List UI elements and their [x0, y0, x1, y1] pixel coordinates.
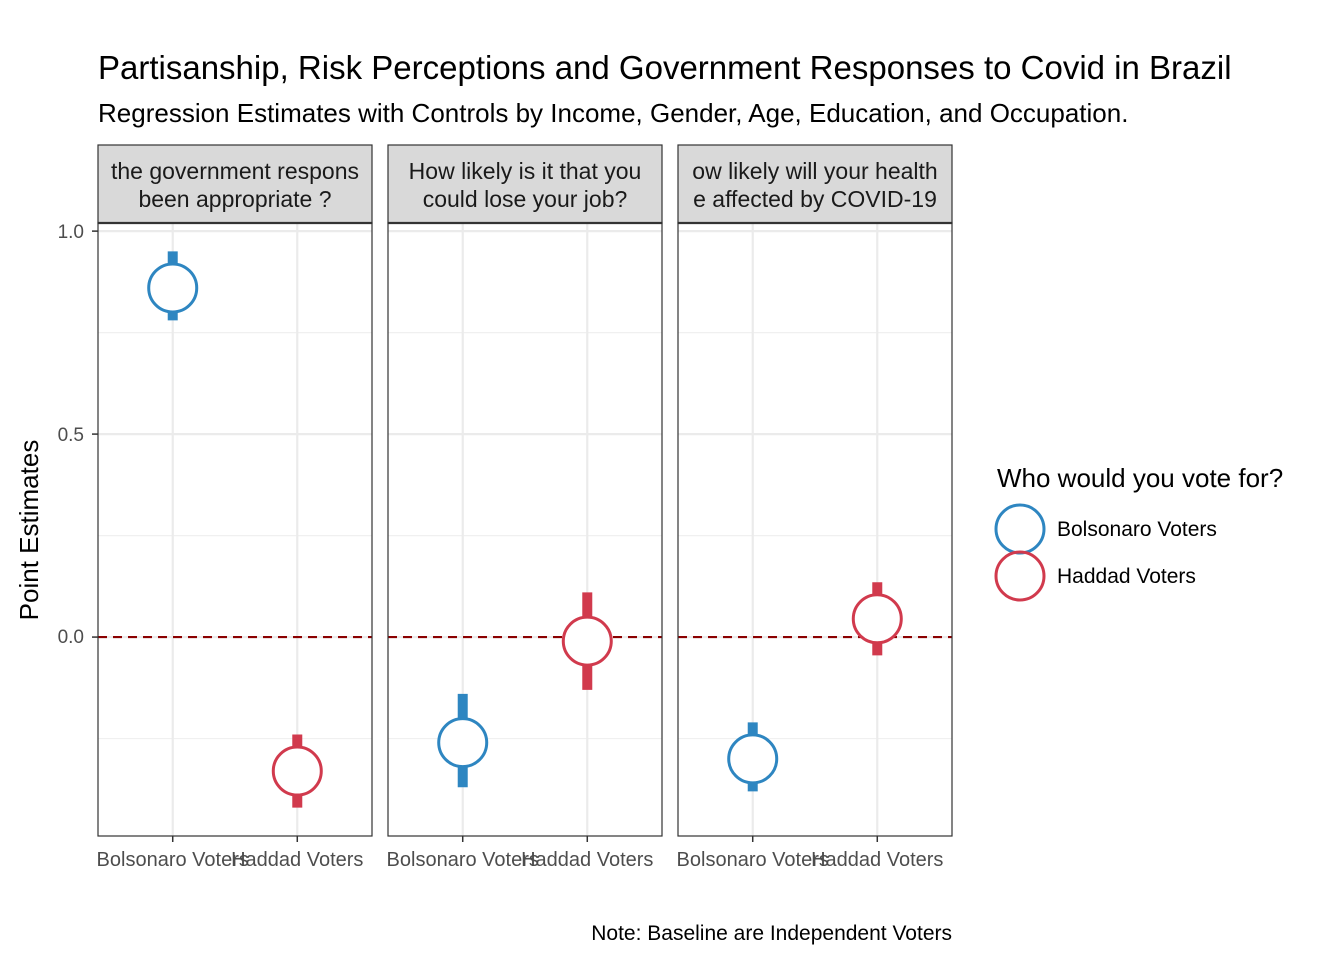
y-tick-label: 1.0: [58, 222, 84, 243]
legend-label-haddad: Haddad Voters: [1057, 565, 1196, 588]
legend: Who would you vote for? Bolsonaro Voters…: [996, 463, 1283, 600]
point-haddad: [563, 617, 611, 665]
legend-key-haddad: [996, 552, 1044, 600]
x-tick-label: Haddad Voters: [811, 849, 943, 871]
legend-title: Who would you vote for?: [997, 463, 1283, 493]
facet-strip-label: been appropriate ?: [138, 186, 331, 212]
panel-background: [388, 223, 662, 836]
chart-subtitle: Regression Estimates with Controls by In…: [98, 98, 1128, 128]
y-axis: 1.0 0.5 0.0: [58, 222, 84, 648]
point-haddad: [273, 747, 321, 795]
x-tick-label: Haddad Voters: [231, 849, 363, 871]
x-tick-label: Bolsonaro Voters: [97, 849, 249, 871]
chart-caption: Note: Baseline are Independent Voters: [591, 922, 952, 945]
facet-strip-label: e affected by COVID-19: [693, 186, 937, 212]
legend-label-bolsonaro: Bolsonaro Voters: [1057, 518, 1217, 541]
legend-item-haddad: Haddad Voters: [996, 552, 1196, 600]
x-tick-label: Bolsonaro Voters: [387, 849, 539, 871]
x-tick-label: Haddad Voters: [521, 849, 653, 871]
y-axis-label: Point Estimates: [14, 440, 44, 621]
facet-strip-label: could lose your job?: [423, 186, 628, 212]
legend-item-bolsonaro: Bolsonaro Voters: [996, 505, 1217, 553]
point-bolsonaro: [149, 264, 197, 312]
point-bolsonaro: [729, 735, 777, 783]
chart-title: Partisanship, Risk Perceptions and Gover…: [98, 49, 1232, 86]
panel-background: [98, 223, 372, 836]
point-bolsonaro: [439, 719, 487, 767]
facet-strip-label: ow likely will your health: [692, 158, 937, 184]
y-tick-label: 0.5: [58, 425, 84, 446]
y-tick-label: 0.0: [58, 627, 84, 648]
facet-strip-label: How likely is it that you: [409, 158, 642, 184]
panel-background: [678, 223, 952, 836]
legend-key-bolsonaro: [996, 505, 1044, 553]
facet-strip-label: the government respons: [111, 158, 359, 184]
x-tick-label: Bolsonaro Voters: [677, 849, 829, 871]
point-haddad: [853, 595, 901, 643]
